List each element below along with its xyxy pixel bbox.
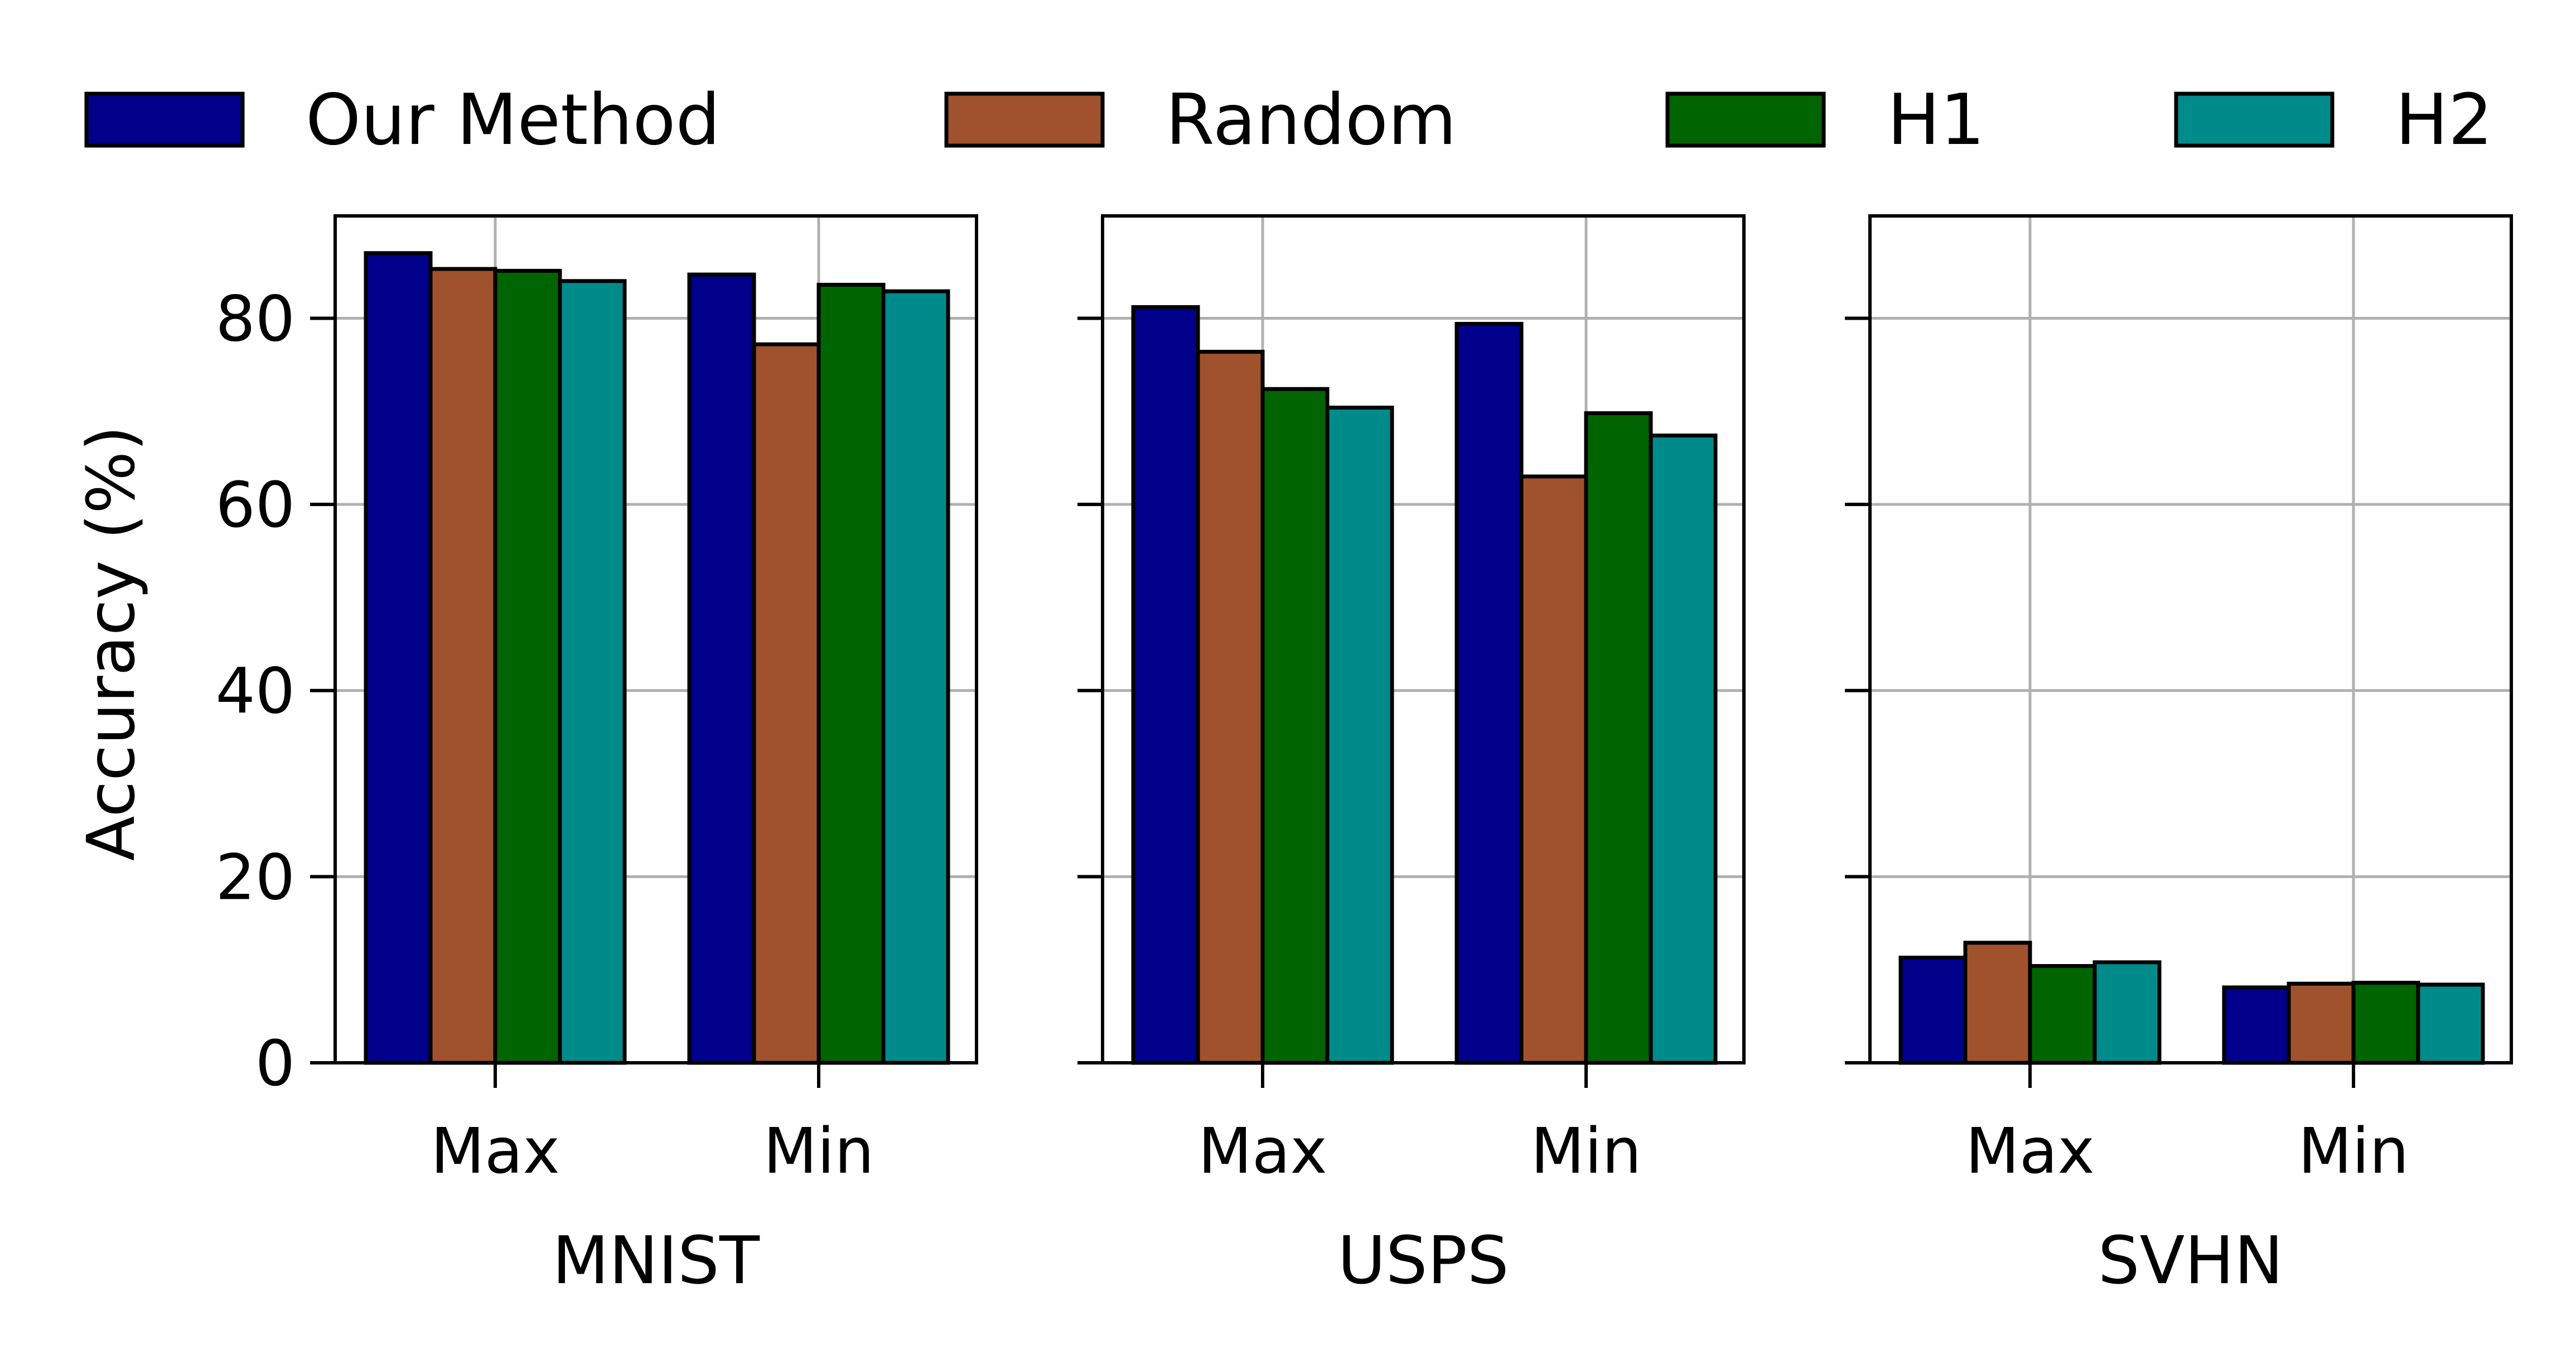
y-tick-label-20: 20 [215,841,295,914]
bar-mnist-max-random [428,267,497,1065]
legend-label-h2: H2 [2395,79,2493,161]
x-tick-label-min: Min [2298,1115,2409,1188]
legend-swatch-h1 [1665,91,1826,148]
bar-usps-max-random [1196,350,1265,1065]
x-axis-title-usps: USPS [1337,1222,1509,1299]
y-tick-label-60: 60 [215,469,295,542]
bar-svhn-min-our-method [2222,985,2291,1065]
x-tick-label-min: Min [763,1115,874,1188]
legend-label-h1: H1 [1887,79,1985,161]
bar-mnist-min-our-method [687,272,756,1065]
plot-frame-svhn [1868,214,2513,1064]
y-tick-label-40: 40 [215,656,295,728]
legend-label-random: Random [1166,79,1457,161]
bar-svhn-max-our-method [1898,956,1968,1065]
legend-swatch-h2 [2174,91,2335,148]
y-axis-title: Accuracy (%) [73,426,149,861]
bar-svhn-min-h1 [2351,981,2420,1065]
legend: Our Method Random H1 H2 [84,79,2493,161]
bar-svhn-max-h2 [2092,960,2162,1065]
bar-mnist-min-random [752,342,821,1065]
panel-usps: Max Min USPS [1077,214,1746,1299]
plot-frame-usps [1101,214,1746,1064]
bar-svhn-max-random [1963,941,2032,1065]
y-tick-label-80: 80 [215,283,295,355]
bar-mnist-max-h2 [558,279,627,1065]
legend-label-our-method: Our Method [306,79,720,161]
legend-swatch-random [944,91,1105,148]
legend-swatch-our-method [84,91,245,148]
bar-svhn-min-random [2287,981,2356,1065]
y-tick-label-0: 0 [255,1028,295,1100]
x-tick-label-min: Min [1531,1115,1642,1188]
bar-svhn-max-h1 [2028,964,2097,1065]
x-axis-title-svhn: SVHN [2098,1222,2284,1299]
bar-usps-max-our-method [1131,305,1200,1065]
bar-usps-max-h2 [1325,406,1394,1065]
bar-svhn-min-h2 [2416,982,2485,1065]
bar-usps-min-h2 [1649,433,1718,1065]
bar-usps-min-our-method [1454,322,1524,1065]
bar-usps-max-h1 [1260,387,1330,1065]
bar-usps-min-random [1519,474,1588,1065]
bar-mnist-min-h2 [881,289,950,1065]
x-tick-label-max: Max [1965,1115,2095,1188]
bar-usps-min-h1 [1584,411,1653,1065]
x-axis-title-mnist: MNIST [552,1222,760,1299]
bar-mnist-max-our-method [364,251,433,1065]
x-tick-label-max: Max [431,1115,560,1188]
plot-frame-mnist [334,214,978,1064]
x-tick-label-max: Max [1198,1115,1327,1188]
bar-mnist-max-h1 [493,268,562,1065]
bar-mnist-min-h1 [816,282,886,1065]
